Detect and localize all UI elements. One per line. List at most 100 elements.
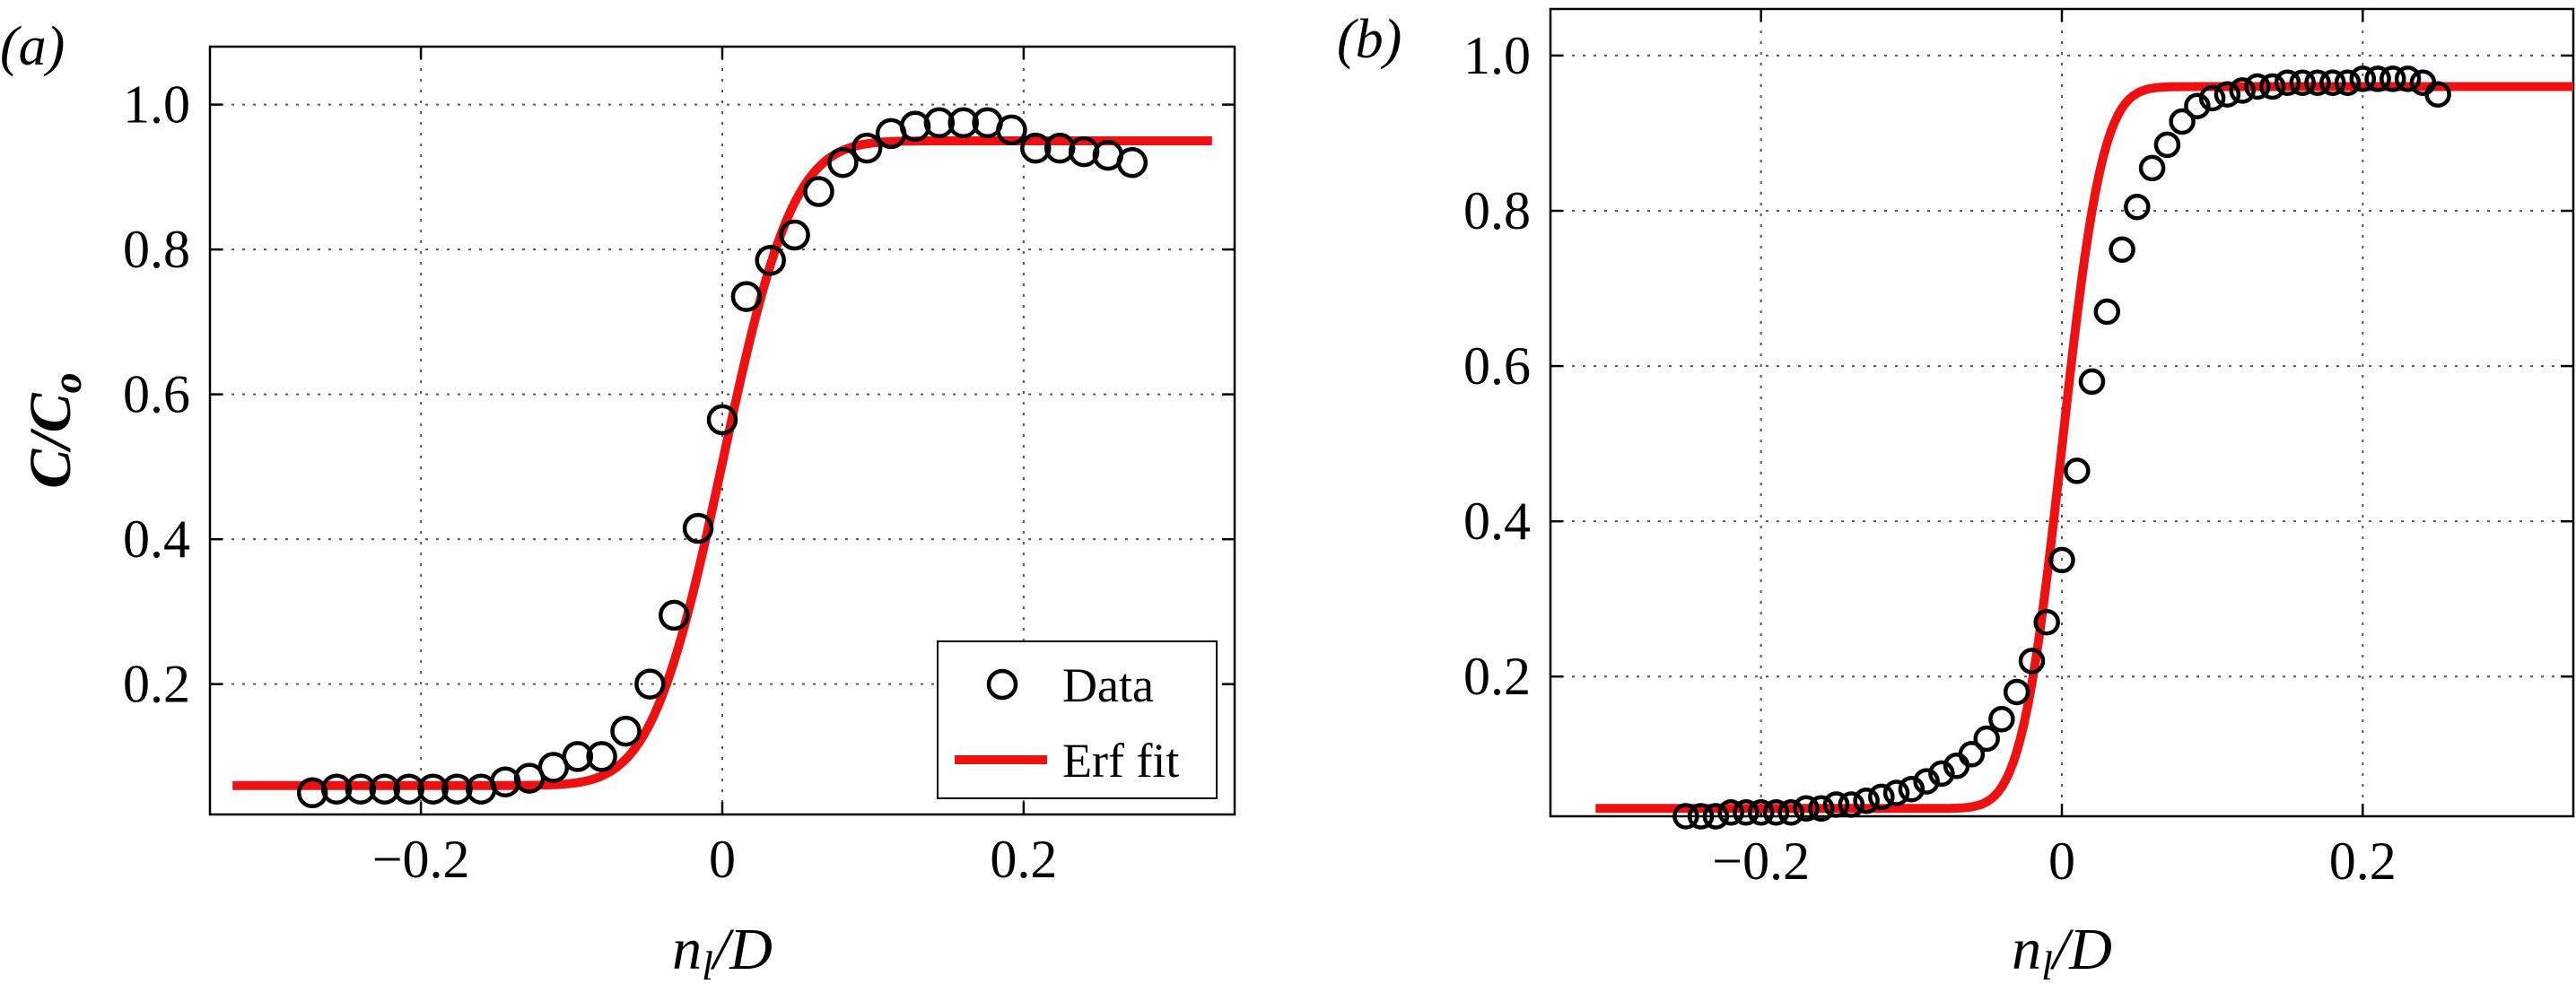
data-point (1762, 798, 1790, 826)
y-tick-label: 0.6 (123, 365, 190, 424)
panel-a-y-ticks: 0.2 0.4 0.6 0.8 1.0 (123, 75, 1235, 714)
panel-b-x-axis-label: nl/D (2012, 917, 2112, 984)
data-point (659, 599, 690, 631)
y-tick-label: 0.6 (1463, 336, 1531, 396)
data-point (2093, 298, 2121, 326)
data-point (634, 668, 666, 700)
erf-fit-line (1594, 82, 2574, 814)
data-point (827, 146, 859, 179)
data-point (2003, 678, 2030, 706)
x-tick-label: −0.2 (372, 830, 470, 889)
data-point (923, 107, 956, 139)
data-point (1838, 791, 1865, 818)
panel-b-x-ticks: −0.2 0 0.2 (1712, 9, 2397, 891)
data-point (2304, 69, 2331, 96)
data-point (1853, 787, 1880, 814)
data-point (996, 114, 1027, 146)
data-point (1868, 783, 1895, 811)
data-point (296, 777, 328, 809)
data-point (803, 176, 834, 207)
data-point (1988, 706, 2015, 733)
data-point (1672, 803, 1699, 830)
data-point (1808, 795, 1835, 823)
panel-b-grid (1550, 9, 2573, 816)
y-tick-label: 0.2 (1463, 647, 1531, 706)
x-tick-label: 0.2 (2329, 832, 2397, 891)
data-point (489, 766, 521, 797)
data-point (1747, 798, 1775, 826)
data-point (1928, 760, 1955, 788)
data-point (2229, 77, 2256, 104)
x-tick-label: −0.2 (1712, 832, 1810, 891)
data-point (1687, 803, 1715, 830)
data-point (2048, 546, 2075, 574)
data-point (1898, 775, 1925, 803)
data-point (755, 244, 786, 276)
data-point (899, 110, 931, 143)
data-point (1702, 803, 1730, 830)
data-point (1973, 725, 2000, 753)
panel-a: (a) −0.2 0 0.2 0.2 0.4 0.6 0.8 1.0 nl/D C/Co D… (0, 16, 1236, 984)
data-point (1733, 798, 1760, 826)
data-point (1822, 791, 1850, 818)
data-point (2424, 81, 2451, 108)
panel-b-fit-layer (1594, 82, 2574, 814)
data-point (2124, 193, 2151, 221)
data-point (562, 741, 594, 772)
data-point (1958, 741, 1986, 768)
data-point (2198, 84, 2226, 112)
panel-b: (b) −0.2 0 0.2 0.2 0.4 0.6 0.8 1.0 nl/D (1337, 7, 2575, 984)
data-point (851, 132, 883, 164)
data-point (2394, 65, 2422, 92)
x-tick-label: 0 (709, 830, 736, 889)
data-point (2380, 65, 2406, 92)
data-point (2319, 69, 2346, 96)
y-tick-label: 1.0 (123, 75, 190, 135)
data-point (730, 281, 763, 312)
data-point (682, 512, 714, 544)
y-tick-label: 0.8 (1463, 181, 1531, 240)
data-point (320, 773, 353, 805)
legend-data-label: Data (1062, 658, 1154, 712)
data-point (369, 773, 401, 805)
data-point (2274, 69, 2301, 96)
data-point (1717, 798, 1744, 826)
y-tick-label: 0.8 (123, 220, 190, 279)
data-point (2109, 236, 2135, 264)
legend-fit-label: Erf fit (1062, 734, 1179, 788)
data-point (610, 715, 642, 747)
data-point (345, 773, 377, 805)
data-point (2184, 92, 2211, 119)
data-point (706, 404, 738, 436)
data-point (417, 773, 449, 805)
data-point (2033, 608, 2060, 636)
panel-b-data-layer (1672, 65, 2451, 830)
data-point (2244, 73, 2271, 100)
panel-a-label: (a) (0, 16, 65, 77)
data-point (2364, 65, 2391, 92)
y-tick-label: 1.0 (1463, 26, 1531, 85)
data-point (1793, 795, 1820, 823)
data-point (2078, 368, 2106, 396)
panel-a-x-ticks: −0.2 0 0.2 (372, 47, 1057, 889)
data-point (947, 107, 979, 139)
data-point (1913, 768, 1940, 795)
data-point (2018, 648, 2046, 675)
data-point (2169, 108, 2196, 135)
panel-a-data-layer (296, 107, 1148, 809)
legend-box (937, 640, 1218, 799)
data-point (1116, 146, 1148, 179)
panel-b-y-ticks: 0.2 0.4 0.6 0.8 1.0 (1463, 26, 2573, 706)
panel-a-y-axis-label: C/Co (18, 372, 90, 488)
data-point (586, 741, 617, 772)
data-point (1043, 132, 1076, 164)
data-point (2349, 65, 2377, 92)
data-point (441, 773, 473, 805)
panel-a-x-axis-label: nl/D (672, 917, 773, 984)
data-point (2138, 154, 2166, 182)
data-point (1068, 135, 1100, 168)
data-point (2258, 73, 2286, 100)
data-point (1882, 779, 1910, 806)
data-point (2214, 81, 2241, 108)
